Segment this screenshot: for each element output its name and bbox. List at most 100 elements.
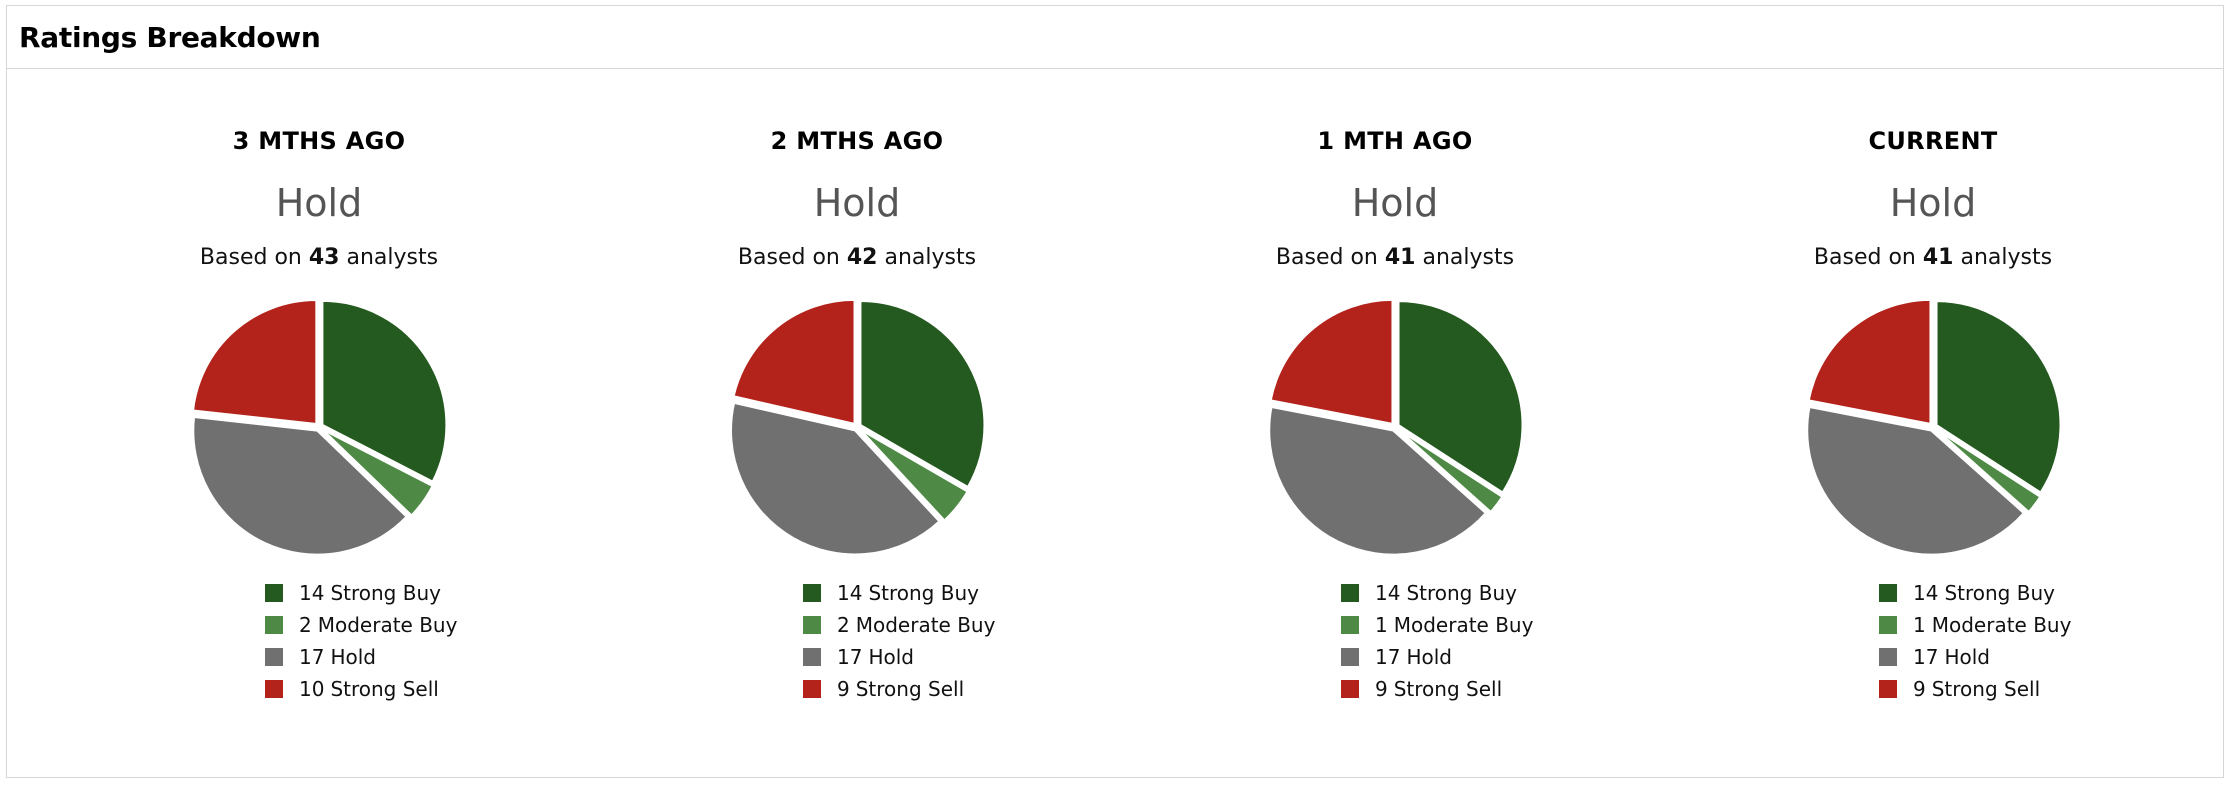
legend-count: 9 — [1913, 677, 1926, 701]
legend-count: 14 — [1375, 581, 1401, 605]
based-on-suffix: analysts — [884, 245, 977, 270]
legend-label: Hold — [868, 645, 914, 669]
legend-count: 1 — [1375, 613, 1388, 637]
legend-item-strong-sell: 9 Strong Sell — [803, 673, 995, 705]
strong-buy-swatch — [803, 584, 821, 602]
legend-item-hold: 17 Hold — [265, 641, 457, 673]
ratings-panel-2-months-ago: 2 MTHS AGO Hold Based on 42 analysts 14 … — [588, 69, 1126, 777]
legend-label: Hold — [1944, 645, 1990, 669]
pie-slice-moderate-buy — [859, 428, 969, 522]
legend-label: Hold — [1406, 645, 1452, 669]
moderate-buy-swatch — [1879, 616, 1897, 634]
hold-swatch — [1341, 648, 1359, 666]
strong-sell-swatch — [265, 680, 283, 698]
ratings-pie-chart — [1268, 298, 1524, 556]
legend-item-moderate-buy: 1 Moderate Buy — [1341, 609, 1533, 641]
strong-sell-swatch — [1879, 680, 1897, 698]
strong-buy-swatch — [1341, 584, 1359, 602]
legend-label: Strong Buy — [1944, 581, 2055, 605]
pie-slice-strong-sell — [732, 298, 856, 425]
analyst-count: 42 — [846, 245, 878, 270]
card-title: Ratings Breakdown — [19, 20, 321, 54]
legend-item-strong-sell: 10 Strong Sell — [265, 673, 457, 705]
legend-item-strong-buy: 14 Strong Buy — [1879, 577, 2071, 609]
pie-legend: 14 Strong Buy 1 Moderate Buy 17 Hold 9 S… — [1341, 577, 1533, 705]
legend-count: 9 — [837, 677, 850, 701]
based-on-suffix: analysts — [346, 245, 439, 270]
legend-item-hold: 17 Hold — [1879, 641, 2071, 673]
legend-item-strong-buy: 14 Strong Buy — [1341, 577, 1533, 609]
legend-count: 10 — [299, 677, 325, 701]
legend-count: 17 — [1375, 645, 1401, 669]
legend-item-strong-buy: 14 Strong Buy — [265, 577, 457, 609]
legend-label: Strong Sell — [855, 677, 965, 701]
strong-buy-swatch — [1879, 584, 1897, 602]
period-label: 2 MTHS AGO — [770, 127, 944, 155]
moderate-buy-swatch — [803, 616, 821, 634]
pie-legend: 14 Strong Buy 1 Moderate Buy 17 Hold 9 S… — [1879, 577, 2071, 705]
legend-item-moderate-buy: 2 Moderate Buy — [265, 609, 457, 641]
legend-item-hold: 17 Hold — [1341, 641, 1533, 673]
ratings-panel-1-month-ago: 1 MTH AGO Hold Based on 41 analysts 14 S… — [1126, 69, 1664, 777]
based-on-suffix: analysts — [1960, 245, 2053, 270]
strong-sell-swatch — [803, 680, 821, 698]
legend-label: Hold — [330, 645, 376, 669]
legend-count: 14 — [837, 581, 863, 605]
pie-slice-hold — [192, 416, 408, 556]
based-on-prefix: Based on — [737, 245, 840, 270]
legend-label: Moderate Buy — [855, 613, 996, 637]
legend-item-strong-sell: 9 Strong Sell — [1879, 673, 2071, 705]
period-label: 1 MTH AGO — [1317, 127, 1473, 155]
pie-legend: 14 Strong Buy 2 Moderate Buy 17 Hold 10 … — [265, 577, 457, 705]
period-label: 3 MTHS AGO — [232, 127, 406, 155]
legend-count: 17 — [1913, 645, 1939, 669]
hold-swatch — [803, 648, 821, 666]
pie-slice-strong-sell — [192, 299, 318, 426]
pie-slice-strong-sell — [1807, 298, 1932, 425]
pie-slice-hold — [730, 401, 941, 556]
legend-count: 1 — [1913, 613, 1926, 637]
legend-item-strong-buy: 14 Strong Buy — [803, 577, 995, 609]
ratings-pie-chart — [1806, 298, 2062, 556]
based-on-prefix: Based on — [1275, 245, 1378, 270]
ratings-panel-current: CURRENT Hold Based on 41 analysts 14 Str… — [1664, 69, 2202, 777]
ratings-pie-chart — [730, 298, 986, 556]
legend-count: 2 — [837, 613, 850, 637]
legend-label: Strong Sell — [1931, 677, 2041, 701]
legend-item-moderate-buy: 2 Moderate Buy — [803, 609, 995, 641]
pie-slice-moderate-buy — [1397, 428, 1504, 513]
based-on-prefix: Based on — [1813, 245, 1916, 270]
legend-item-hold: 17 Hold — [803, 641, 995, 673]
pie-slice-hold — [1268, 405, 1487, 556]
legend-label: Strong Buy — [1406, 581, 1517, 605]
legend-count: 14 — [299, 581, 325, 605]
legend-item-moderate-buy: 1 Moderate Buy — [1879, 609, 2071, 641]
legend-count: 17 — [299, 645, 325, 669]
based-on-prefix: Based on — [199, 245, 302, 270]
analyst-count: 41 — [1922, 245, 1954, 270]
strong-sell-swatch — [1341, 680, 1359, 698]
legend-count: 2 — [299, 613, 312, 637]
pie-slice-strong-sell — [1269, 298, 1394, 425]
period-label: CURRENT — [1868, 127, 1998, 155]
legend-label: Strong Buy — [330, 581, 441, 605]
ratings-panel-3-months-ago: 3 MTHS AGO Hold Based on 43 analysts 14 … — [50, 69, 588, 777]
ratings-panels: 3 MTHS AGO Hold Based on 43 analysts 14 … — [7, 69, 2223, 777]
pie-slice-strong-buy — [1397, 300, 1524, 494]
hold-swatch — [265, 648, 283, 666]
legend-label: Strong Sell — [1393, 677, 1503, 701]
legend-label: Strong Buy — [868, 581, 979, 605]
legend-count: 14 — [1913, 581, 1939, 605]
legend-label: Moderate Buy — [1931, 613, 2072, 637]
strong-buy-swatch — [265, 584, 283, 602]
ratings-pie-chart — [192, 299, 448, 556]
pie-slice-moderate-buy — [321, 428, 434, 517]
legend-count: 17 — [837, 645, 863, 669]
card-header: Ratings Breakdown — [7, 6, 2223, 69]
legend-label: Strong Sell — [330, 677, 439, 701]
pie-slice-hold — [1806, 405, 2025, 556]
hold-swatch — [1879, 648, 1897, 666]
pie-slice-moderate-buy — [1935, 428, 2042, 513]
moderate-buy-swatch — [1341, 616, 1359, 634]
pie-slice-strong-buy — [1935, 300, 2062, 494]
